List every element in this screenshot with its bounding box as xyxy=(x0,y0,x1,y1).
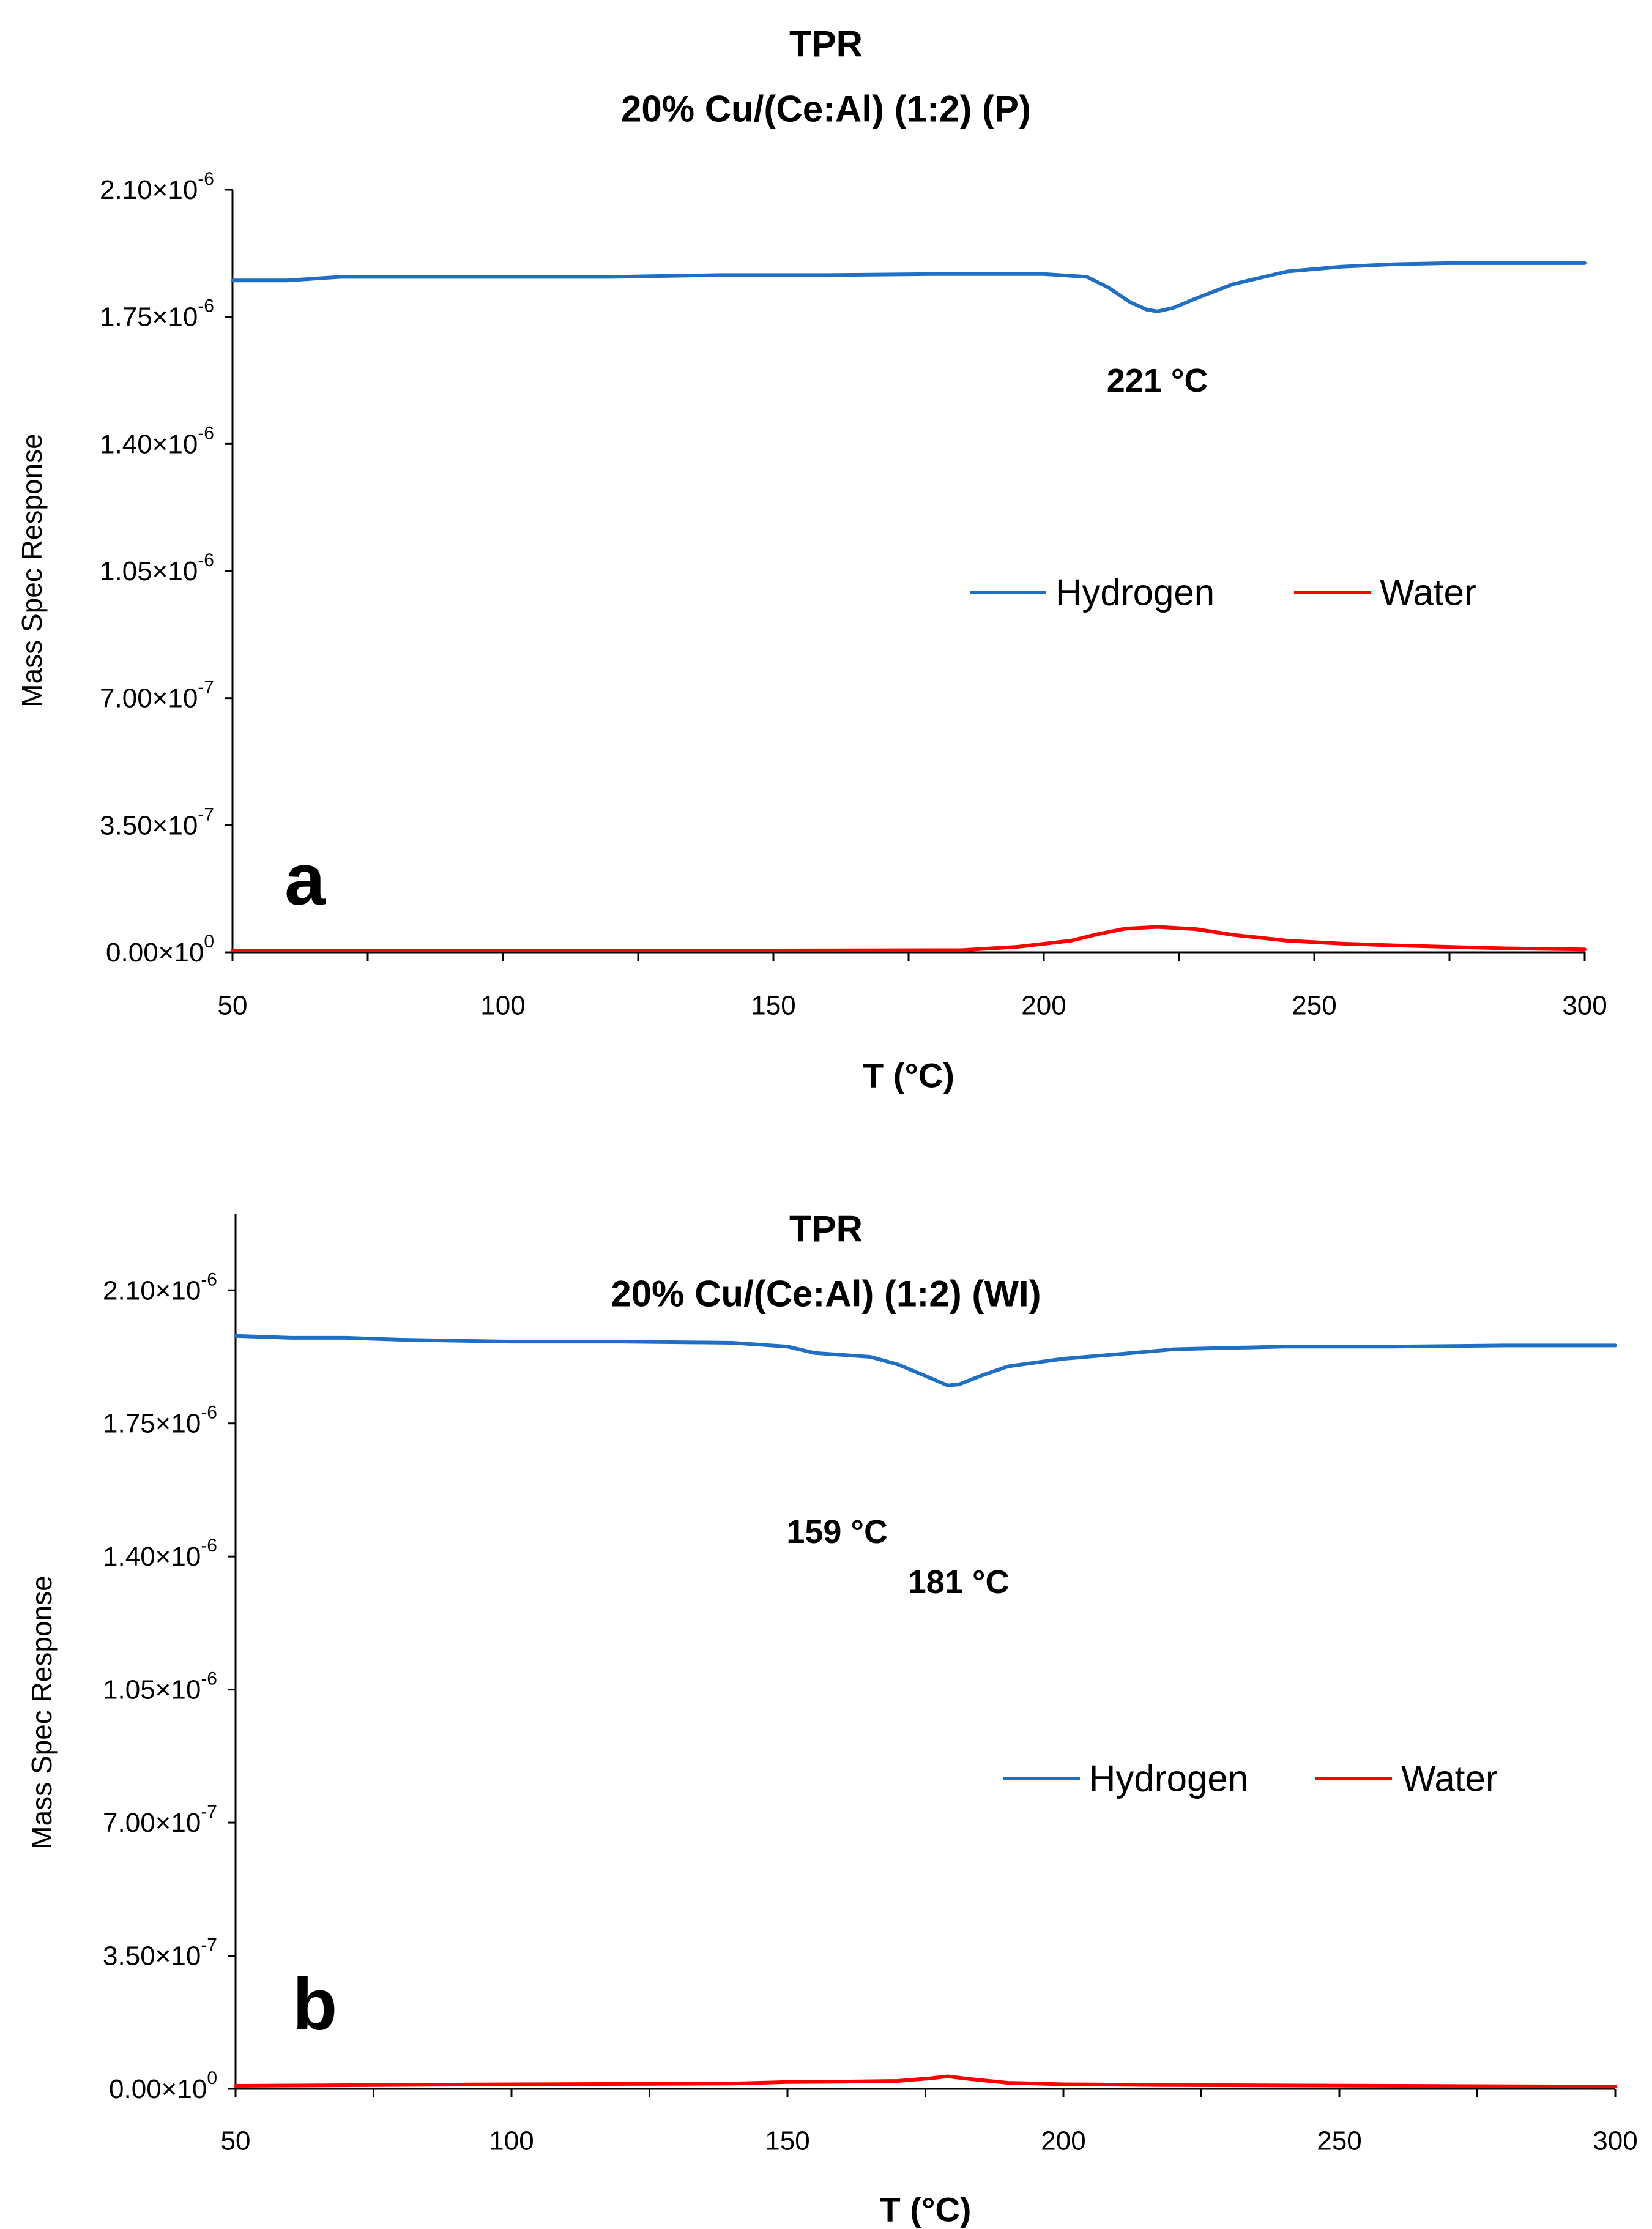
x-tick-label: 200 xyxy=(1041,2126,1085,2156)
y-tick-label: 1.75×10-6 xyxy=(103,1402,217,1438)
y-tick-label: 7.00×10-7 xyxy=(103,1802,217,1838)
y-axis-title: Mass Spec Response xyxy=(16,433,48,707)
peak-annotation: 181 °C xyxy=(908,1564,1010,1600)
y-tick-label: 1.05×10-6 xyxy=(103,1668,217,1704)
x-tick-label: 50 xyxy=(221,2126,251,2156)
series-line-water xyxy=(231,925,1587,952)
y-tick-label: 7.00×10-7 xyxy=(100,677,214,713)
legend-label-hydrogen: Hydrogen xyxy=(1089,1758,1248,1799)
peak-annotation: 221 °C xyxy=(1107,362,1208,399)
panel-label: a xyxy=(285,838,326,920)
series-line-water xyxy=(234,2074,1617,2089)
series-line-hydrogen xyxy=(231,261,1587,313)
x-tick-label: 100 xyxy=(489,2126,534,2156)
chart-panel-b: TPR 20% Cu/(Ce:Al) (1:2) (WI) 50 100 150 200 2… xyxy=(26,1209,1638,2229)
x-axis-title: T (°C) xyxy=(880,2190,972,2229)
x-tick-label: 250 xyxy=(1292,991,1336,1021)
series-line-hydrogen xyxy=(234,1334,1617,1387)
x-tick-label: 150 xyxy=(765,2126,809,2156)
chart-title: TPR xyxy=(789,24,863,65)
legend-label-water: Water xyxy=(1401,1758,1498,1799)
y-tick-label: 0.00×100 xyxy=(109,2068,217,2104)
x-tick-label: 300 xyxy=(1593,2126,1637,2156)
x-tick-label: 50 xyxy=(218,991,248,1021)
chart-panel-a: TPR 20% Cu/(Ce:Al) (1:2) (P) 50 100 150 200 25… xyxy=(16,24,1607,1095)
legend-label-water: Water xyxy=(1380,572,1476,613)
x-axis-title: T (°C) xyxy=(863,1056,954,1095)
y-tick-label: 2.10×10-6 xyxy=(103,1269,217,1305)
x-tick-label: 300 xyxy=(1562,991,1607,1021)
y-tick-label: 1.75×10-6 xyxy=(100,296,214,332)
chart-title: TPR xyxy=(789,1209,863,1250)
y-tick-label: 1.40×10-6 xyxy=(103,1536,217,1572)
chart-subtitle: 20% Cu/(Ce:Al) (1:2) (P) xyxy=(621,89,1031,130)
x-tick-label: 250 xyxy=(1317,2126,1361,2156)
y-tick-label: 1.40×10-6 xyxy=(100,423,214,459)
y-tick-label: 2.10×10-6 xyxy=(100,169,214,205)
chart-subtitle: 20% Cu/(Ce:Al) (1:2) (WI) xyxy=(611,1274,1041,1315)
y-tick-label: 3.50×10-7 xyxy=(100,804,214,840)
y-tick-label: 3.50×10-7 xyxy=(103,1935,217,1971)
x-tick-label: 100 xyxy=(480,991,525,1021)
x-tick-label: 200 xyxy=(1021,991,1066,1021)
y-tick-label: 0.00×100 xyxy=(106,932,214,968)
peak-annotation: 159 °C xyxy=(786,1514,888,1550)
x-tick-label: 150 xyxy=(751,991,795,1021)
y-axis-title: Mass Spec Response xyxy=(26,1575,58,1849)
legend-label-hydrogen: Hydrogen xyxy=(1055,572,1215,613)
y-tick-label: 1.05×10-6 xyxy=(100,550,214,586)
panel-label: b xyxy=(292,1963,337,2045)
